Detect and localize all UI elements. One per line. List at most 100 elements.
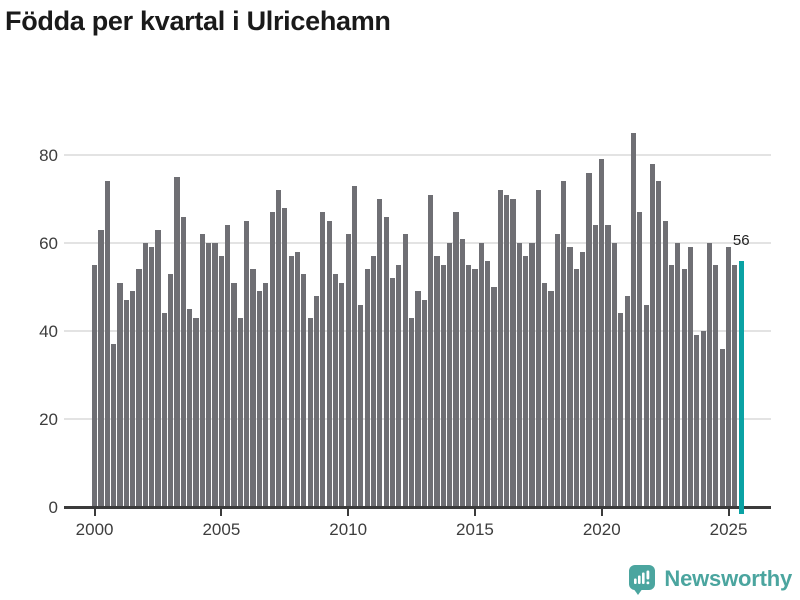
bar: [142, 243, 148, 507]
bar: [713, 265, 719, 507]
gridline: [64, 242, 771, 244]
y-axis-label: 0: [48, 497, 58, 517]
bar: [332, 273, 339, 507]
bar: [301, 273, 307, 507]
bar: [668, 265, 675, 507]
x-axis-label: 2010: [329, 520, 368, 539]
bar: [599, 159, 605, 507]
bar: [675, 243, 681, 507]
bar: [351, 185, 358, 507]
bar: [725, 247, 732, 507]
y-axis-label: 20: [39, 409, 58, 429]
bar: [427, 194, 434, 507]
bar-highlighted: [738, 260, 744, 514]
y-axis-label: 80: [39, 145, 58, 165]
x-axis-label: 2005: [202, 520, 241, 539]
bar: [168, 273, 174, 507]
bar: [377, 199, 383, 507]
bar: [561, 181, 567, 507]
bar: [358, 304, 364, 507]
bar: [250, 269, 256, 507]
bar: [193, 317, 199, 507]
bar: [440, 265, 446, 507]
bar: [415, 291, 421, 507]
bar: [263, 282, 269, 507]
brand-footer: Newsworthy: [626, 563, 792, 595]
bar: [111, 344, 117, 507]
bar: [244, 221, 250, 507]
bar: [643, 304, 649, 507]
bar: [447, 243, 453, 507]
bar: [199, 234, 205, 507]
bar: [529, 243, 535, 507]
bar: [548, 291, 554, 507]
bar: [288, 256, 294, 507]
highlight-value-label: 56: [732, 231, 750, 249]
bar: [542, 282, 548, 507]
bar: [155, 229, 161, 507]
x-axis-tick: [473, 508, 476, 516]
bar: [662, 221, 668, 507]
bar: [535, 190, 541, 507]
bar: [339, 282, 345, 507]
x-axis-line: [64, 505, 771, 509]
x-axis-tick: [93, 508, 96, 516]
bar: [187, 309, 193, 507]
bar: [421, 300, 427, 507]
bar: [408, 317, 415, 507]
bar: [586, 172, 592, 507]
bar: [117, 282, 123, 507]
bar: [554, 234, 560, 507]
gridline: [64, 154, 771, 156]
bar: [618, 313, 624, 507]
bar: [275, 190, 282, 507]
bar: [256, 291, 262, 507]
bar: [282, 207, 288, 507]
bar: [364, 269, 370, 507]
bar: [573, 269, 579, 507]
bar: [149, 247, 155, 507]
x-axis-tick: [600, 508, 603, 516]
bar: [516, 243, 522, 507]
bar: [237, 317, 243, 507]
bar: [630, 133, 637, 507]
bar: [694, 335, 700, 507]
bar: [136, 269, 142, 507]
x-axis-label: 2025: [709, 520, 748, 539]
bar: [320, 212, 326, 507]
bar: [523, 256, 529, 507]
bar: [389, 278, 396, 507]
bar: [104, 181, 110, 507]
bar: [206, 243, 212, 507]
bar: [218, 256, 224, 507]
bar: [624, 295, 630, 507]
bar: [466, 265, 472, 507]
bar: [472, 269, 478, 507]
x-axis-tick: [727, 508, 730, 516]
bar: [485, 260, 491, 507]
bar: [212, 243, 218, 507]
bar: [383, 216, 389, 507]
bar: [180, 216, 186, 507]
bar: [681, 269, 687, 507]
x-axis-label: 2000: [75, 520, 114, 539]
x-axis-label: 2015: [456, 520, 494, 539]
bar: [370, 256, 377, 507]
bar: [313, 295, 320, 507]
bar: [504, 194, 510, 507]
bar: [98, 229, 104, 507]
bar: [700, 331, 706, 507]
bar: [497, 190, 503, 507]
bar: [92, 265, 98, 507]
bar: [130, 291, 136, 507]
x-axis-tick: [347, 508, 350, 516]
bar: [345, 234, 351, 507]
bar: [706, 243, 713, 507]
bar: [491, 287, 497, 507]
x-axis-label: 2020: [582, 520, 621, 539]
bar: [459, 238, 465, 507]
brand-name: Newsworthy: [664, 566, 792, 591]
bar: [649, 163, 656, 507]
bar: [611, 243, 618, 507]
